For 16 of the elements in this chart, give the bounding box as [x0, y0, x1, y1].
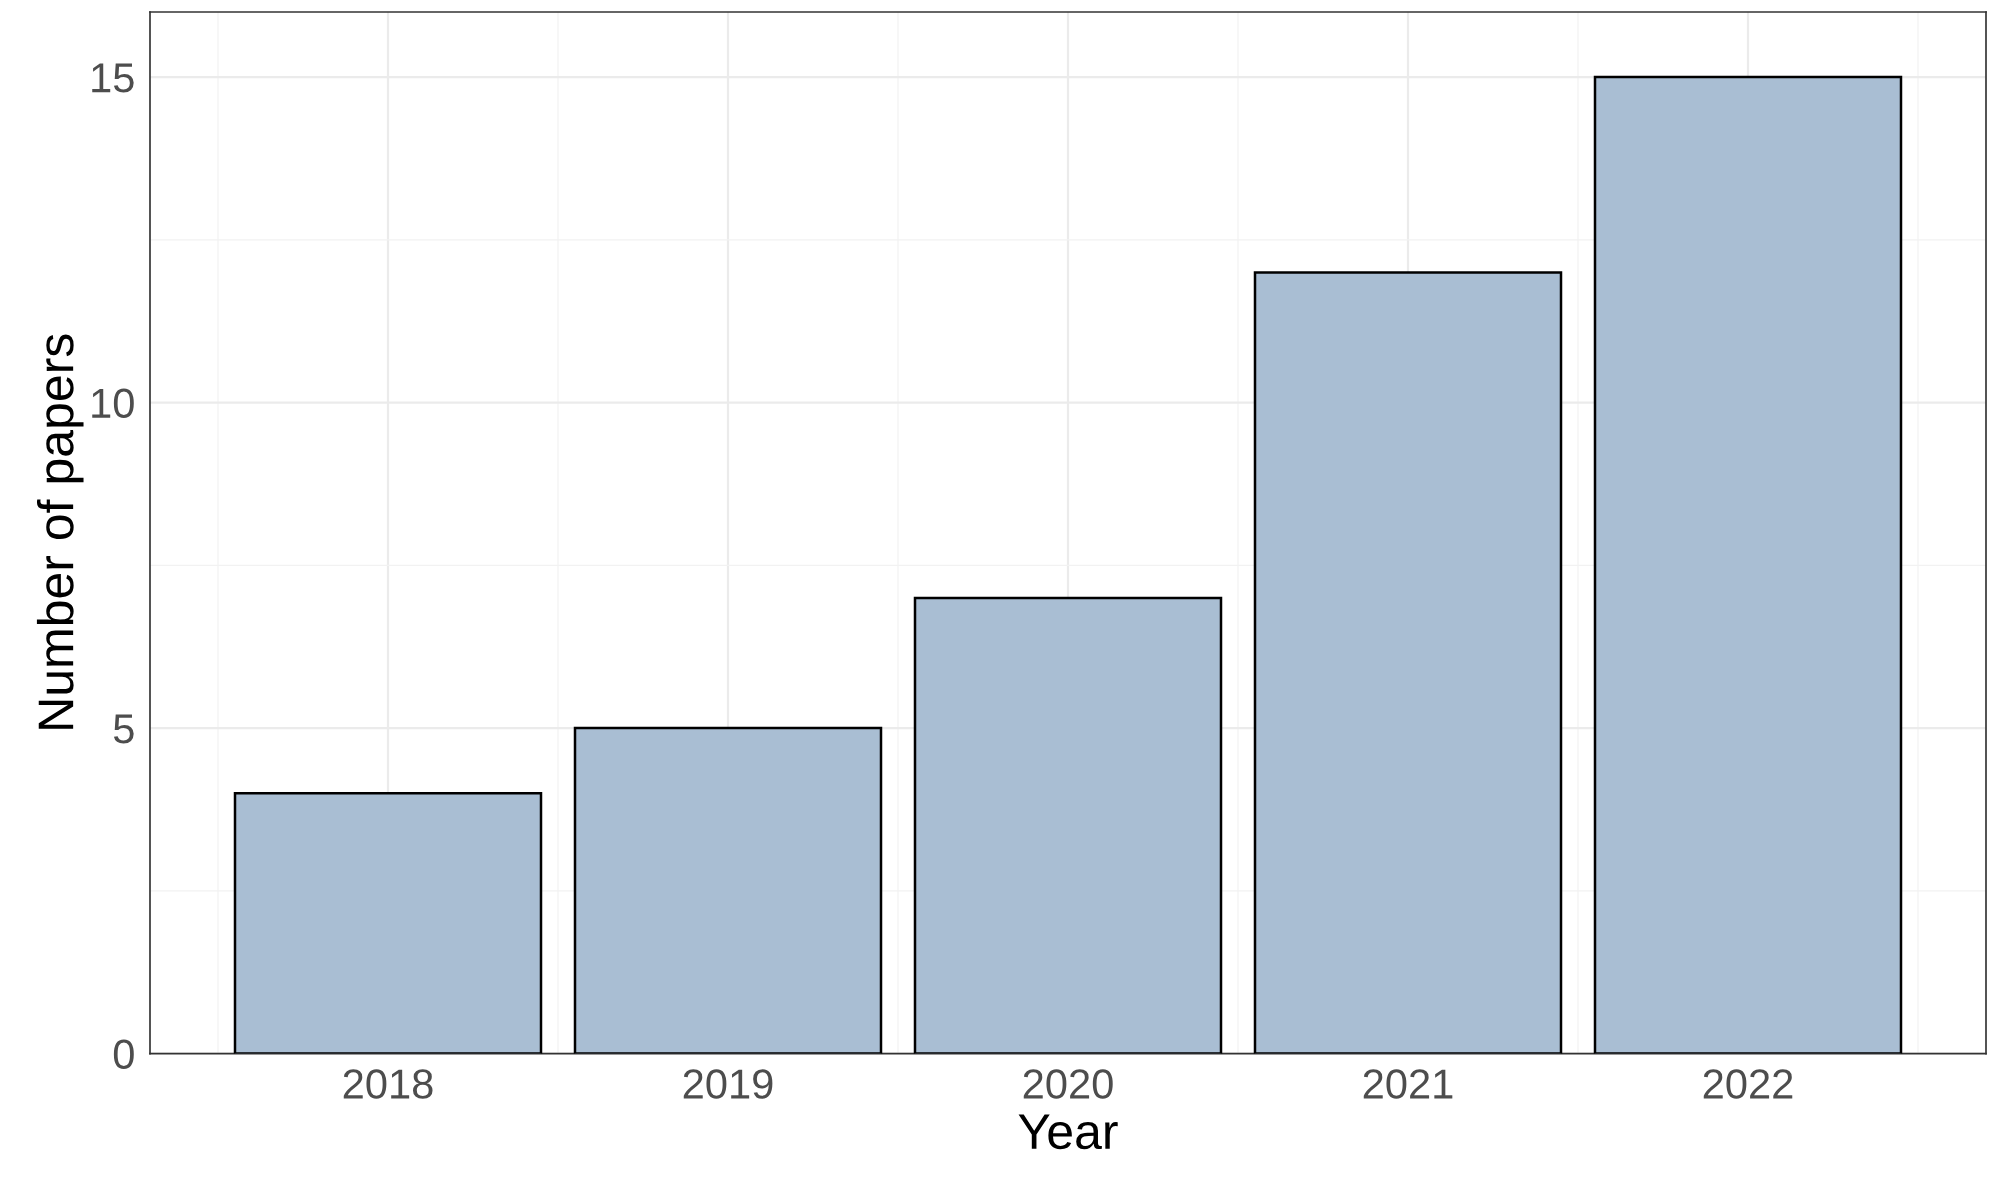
y-tick-label: 0 — [113, 1039, 134, 1070]
x-tick-label: 2020 — [1023, 1069, 1113, 1099]
y-axis-title: Number of papers — [36, 334, 84, 729]
y-tick-label: 15 — [92, 63, 134, 93]
bar — [913, 596, 1223, 1054]
x-tick-label: 2019 — [683, 1069, 773, 1099]
x-tick-label: 2022 — [1703, 1069, 1793, 1099]
x-axis-title: Year — [1018, 1114, 1118, 1150]
y-tick-label: 5 — [113, 714, 134, 744]
bar — [573, 726, 883, 1054]
x-tick-label: 2018 — [343, 1069, 433, 1099]
bar — [1253, 271, 1563, 1054]
y-tick-label: 10 — [92, 388, 134, 419]
x-tick-label: 2021 — [1363, 1069, 1453, 1099]
bar — [1593, 75, 1903, 1054]
bar — [233, 791, 543, 1054]
